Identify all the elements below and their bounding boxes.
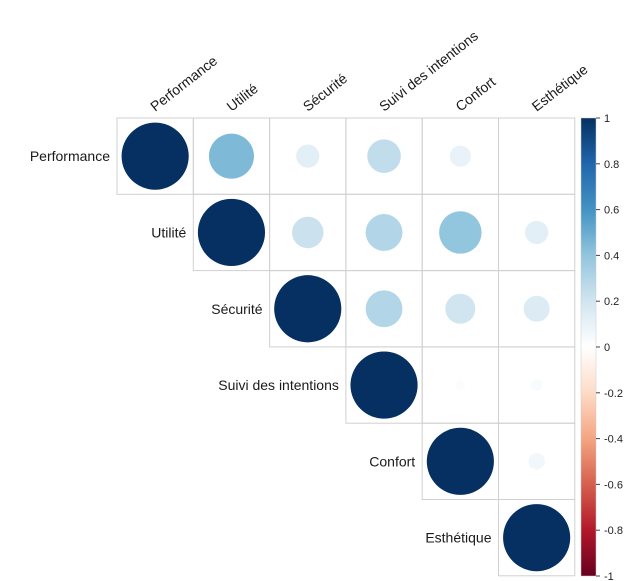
row-label: Utilité — [151, 224, 186, 240]
corr-circle-1-1 — [197, 198, 266, 267]
corr-circle-0-3 — [367, 139, 401, 173]
row-labels: Performance Utilité Sécurité Suivi des inte… — [30, 148, 492, 546]
corr-circle-0-0 — [121, 122, 189, 190]
corr-circle-2-5 — [523, 295, 550, 322]
colorbar-tick-label: 1 — [604, 113, 610, 125]
corr-circle-0-4 — [449, 145, 471, 167]
row-label: Suivi des intentions — [218, 377, 339, 393]
corr-circle-0-2 — [296, 144, 320, 168]
grid-layer — [116, 117, 576, 577]
corr-circle-4-4 — [426, 427, 494, 495]
column-label: Performance — [147, 52, 220, 114]
corr-circle-1-4 — [439, 211, 482, 254]
column-label: Utilité — [223, 80, 261, 114]
corr-circle-1-2 — [292, 216, 324, 249]
grid-cell-0-5 — [498, 117, 576, 195]
colorbar-tick-label: -0.8 — [604, 525, 623, 537]
grid-cell-5-5 — [498, 499, 576, 577]
column-label: Confort — [452, 73, 498, 114]
corr-circle-3-4 — [455, 380, 466, 390]
corr-circle-1-5 — [525, 220, 549, 245]
colorbar-tick-label: -0.2 — [604, 388, 623, 400]
colorbar-tick-label: 0.4 — [604, 250, 619, 262]
colorbar-gradient — [580, 117, 597, 577]
column-label: Esthétique — [529, 61, 591, 114]
row-label: Performance — [30, 148, 110, 164]
colorbar-tick-label: -0.6 — [604, 479, 623, 491]
corr-circle-3-5 — [530, 379, 543, 391]
corr-circle-3-3 — [350, 351, 418, 419]
corr-circle-2-3 — [365, 290, 403, 328]
colorbar-tick-label: 0.2 — [604, 296, 619, 308]
colorbar-ticks: 1 0.8 0.6 0.4 0.2 0 -0.2 -0.4 -0.6 -0.8 -1 — [596, 113, 623, 581]
corr-circle-0-1 — [208, 133, 254, 179]
corr-circle-2-2 — [274, 275, 342, 343]
corr-circle-2-4 — [445, 293, 476, 324]
row-label: Sécurité — [211, 301, 263, 317]
colorbar — [580, 117, 597, 577]
row-label: Confort — [369, 453, 415, 469]
colorbar-tick-label: 0.6 — [604, 205, 619, 217]
circle-layer — [121, 122, 571, 572]
corr-circle-1-3 — [365, 214, 403, 251]
row-label: Esthétique — [425, 530, 491, 546]
corr-circle-5-5 — [503, 504, 571, 572]
colorbar-tick-label: 0.8 — [604, 159, 619, 171]
colorbar-tick-label: -0.4 — [604, 434, 623, 446]
column-labels: Performance Utilité Sécurité Suivi des inte… — [147, 27, 591, 114]
colorbar-tick-label: -1 — [604, 571, 614, 581]
corr-circle-4-5 — [528, 453, 545, 470]
column-label: Sécurité — [300, 70, 350, 114]
colorbar-tick-label: 0 — [604, 342, 610, 354]
